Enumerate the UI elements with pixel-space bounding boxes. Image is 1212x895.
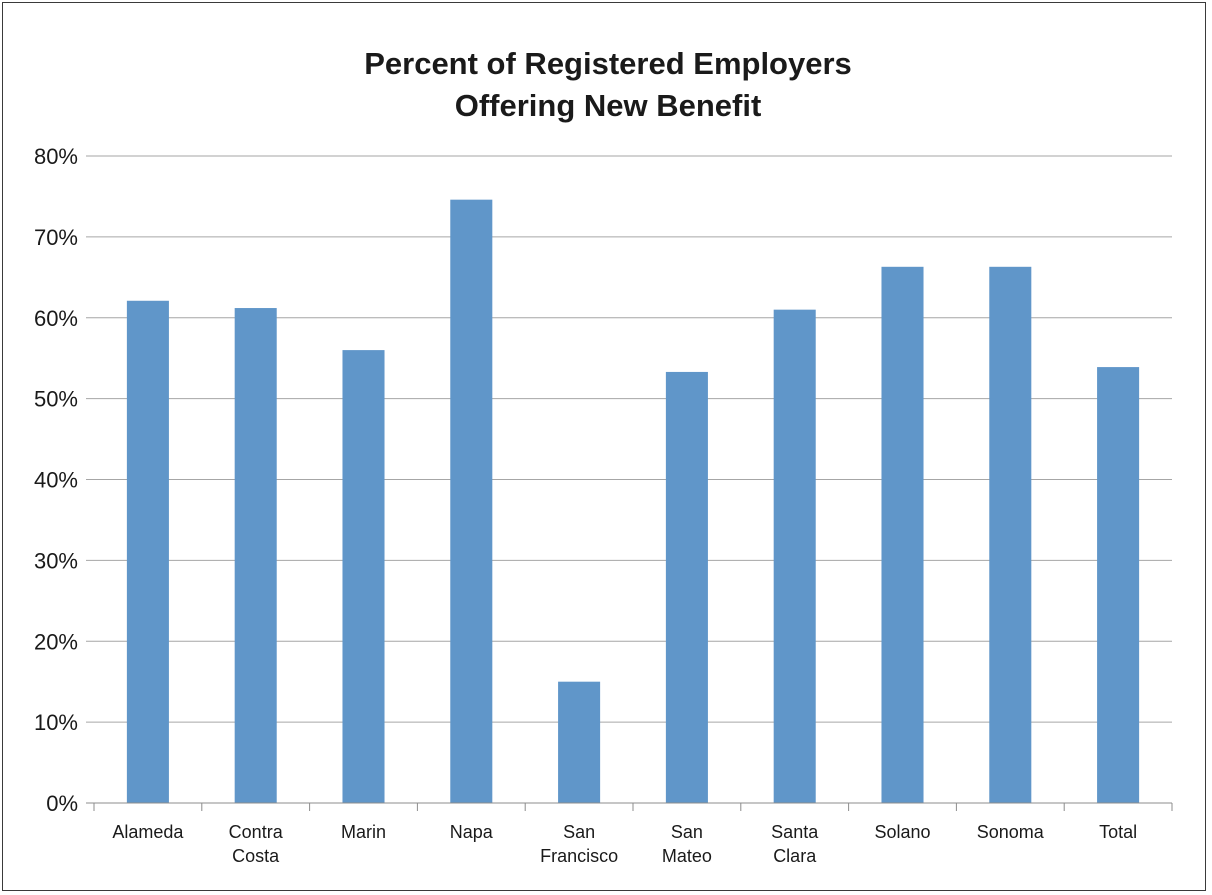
bar — [342, 350, 385, 803]
y-tick-label: 80% — [34, 144, 78, 169]
chart-title-line-2: Offering New Benefit — [455, 88, 762, 123]
x-tick-label: Contra Costa — [229, 822, 284, 866]
y-tick-label: 60% — [34, 306, 78, 331]
chart-title-line-1: Percent of Registered Employers — [364, 46, 852, 81]
x-tick-label: Sonoma — [977, 822, 1045, 842]
x-tick-label: Santa Clara — [771, 822, 819, 866]
bar — [450, 199, 493, 804]
y-tick-label: 30% — [34, 548, 78, 573]
y-tick-label: 0% — [46, 791, 78, 816]
x-tick-label: San Francisco — [540, 822, 618, 866]
y-tick-label: 50% — [34, 387, 78, 412]
y-tick-label: 10% — [34, 710, 78, 735]
x-tick-label: Napa — [450, 822, 494, 842]
x-tick-label: San Mateo — [662, 822, 712, 866]
x-tick-label: Marin — [341, 822, 386, 842]
bar — [989, 266, 1032, 804]
bar — [234, 308, 277, 803]
x-tick-label: Total — [1099, 822, 1137, 842]
bar — [773, 309, 816, 803]
bar — [881, 266, 924, 804]
y-tick-label: 70% — [34, 225, 78, 250]
x-tick-label: Alameda — [112, 822, 184, 842]
bar — [558, 681, 601, 803]
y-tick-label: 40% — [34, 468, 78, 493]
bar — [665, 371, 708, 803]
bar — [126, 300, 169, 803]
x-tick-label: Solano — [874, 822, 930, 842]
bar — [1097, 367, 1140, 803]
y-tick-label: 20% — [34, 629, 78, 654]
